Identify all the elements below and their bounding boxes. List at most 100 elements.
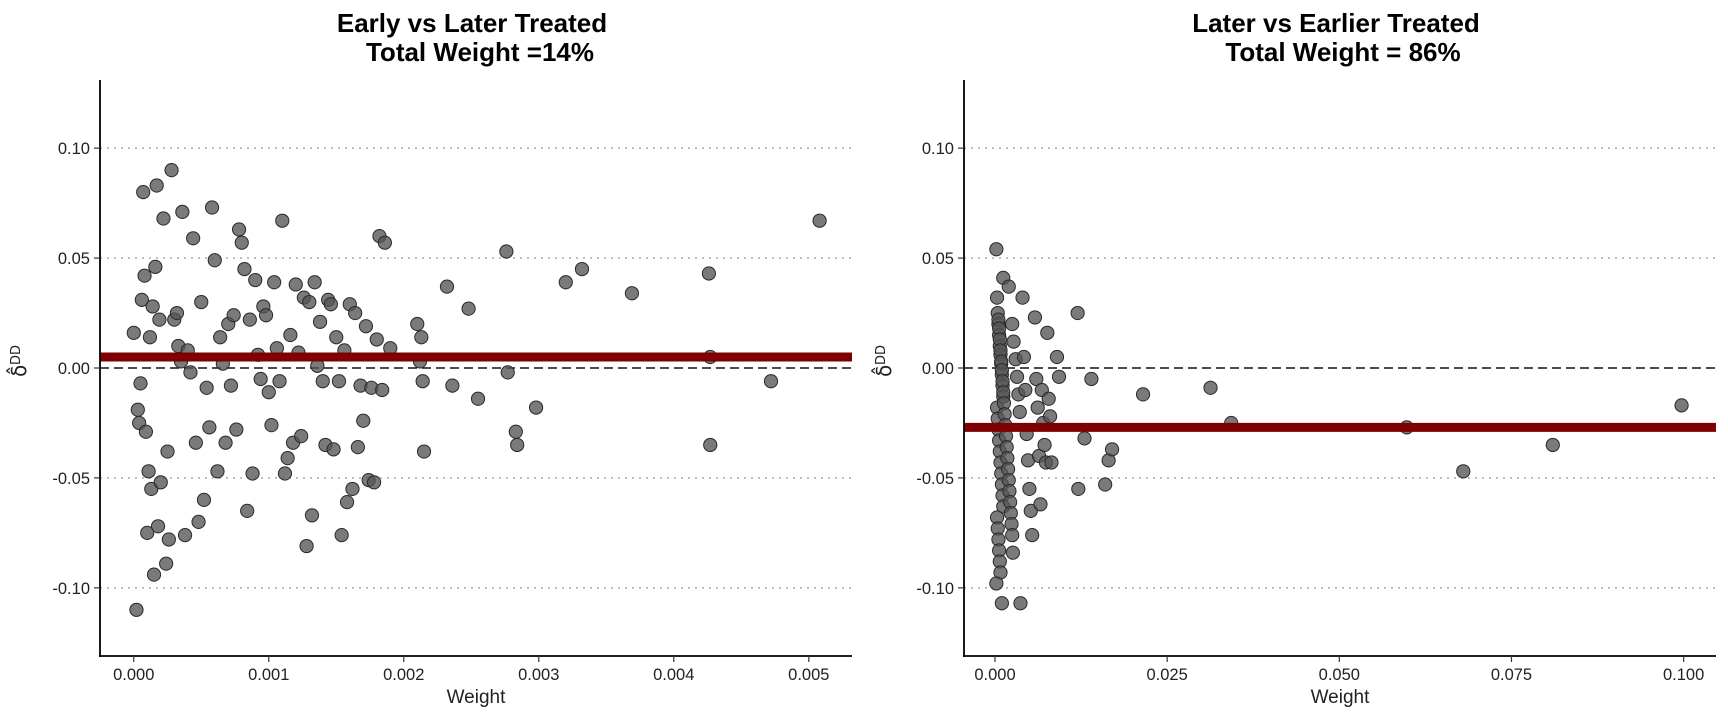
left-data-point [275,213,290,228]
left-data-point [574,261,590,277]
left-points [126,163,827,617]
left-data-point [558,275,573,290]
right-y-tick-label: 0.10 [922,140,954,158]
left-data-point [177,527,193,543]
left-data-point [159,556,174,571]
right-x-tick-label: 0.000 [974,666,1015,684]
right-data-point [1037,437,1052,453]
right-axes [963,80,1716,657]
left-data-point [253,371,268,387]
right-data-point [1104,442,1120,457]
right-data-point [989,290,1005,305]
right-data-point [1077,431,1092,446]
left-panel: Early vs Later Treated Total Weight =14%… [6,8,852,708]
right-y-tick-label: 0.05 [922,250,954,268]
right-data-point [989,242,1004,257]
left-data-point [288,277,303,292]
right-data-point [1018,382,1033,398]
right-data-point [1006,334,1021,349]
left-x-tick-label: 0.004 [653,666,694,684]
right-y-tick-label: 0.00 [922,360,954,378]
left-data-point [499,244,514,259]
right-data-point [1051,369,1067,384]
right-data-point [1070,305,1085,321]
left-data-point [153,475,168,490]
left-data-point [146,567,162,582]
left-data-point [137,268,152,283]
left-title-line1: Early vs Later Treated [337,8,607,38]
left-data-point [229,422,244,437]
left-data-point [140,525,155,540]
left-data-point [334,527,349,543]
right-x-axis-label: Weight [1311,687,1371,708]
right-data-point [994,596,1009,611]
left-data-point [188,435,203,450]
left-data-point [326,442,341,457]
left-data-point [248,272,263,288]
left-x-tick-label: 0.001 [248,666,289,684]
left-x-tick-label: 0.000 [113,666,154,684]
right-x-tick-label: 0.100 [1663,666,1704,684]
left-data-point [129,602,144,617]
left-data-point [164,163,179,178]
left-data-point [242,312,257,327]
left-x-axis-label: Weight [447,687,507,708]
left-data-point [152,312,167,327]
left-data-point [508,424,523,439]
left-x-tick-label: 0.002 [383,666,424,684]
left-data-point [186,231,201,246]
left-data-point [133,376,148,391]
right-data-point [1030,400,1045,415]
left-data-point [138,424,154,439]
left-data-point [331,374,347,389]
left-data-point [356,413,371,428]
right-data-point [1135,387,1151,402]
left-data-point [304,508,320,523]
right-data-point [1071,481,1086,497]
left-data-point [445,378,460,393]
left-data-point [267,275,282,290]
left-data-point [175,204,190,220]
right-data-point [1025,527,1040,543]
left-data-point [345,481,360,497]
left-data-point [231,222,247,237]
right-y-tick-label: -0.10 [916,580,954,598]
right-data-point [1545,437,1560,453]
left-data-point [126,325,141,340]
left-data-point [624,286,640,301]
right-data-point [1041,391,1056,406]
left-data-point [312,314,328,329]
left-data-point [145,299,160,314]
left-data-point [245,466,260,481]
left-data-point [136,185,151,200]
right-data-point [1456,464,1471,479]
left-data-point [196,492,212,508]
left-data-point [258,308,274,323]
right-x-ticks: 0.000 0.025 0.050 0.075 0.100 [974,656,1704,684]
right-data-point [1016,349,1032,365]
left-data-point [150,519,166,534]
left-data-point [207,253,222,268]
left-data-point [156,211,171,226]
left-data-point [377,235,392,250]
left-data-point [277,466,293,481]
left-data-point [234,235,249,250]
right-data-point [1009,369,1025,384]
left-data-point [272,374,287,389]
left-data-point [148,259,163,274]
right-x-tick-label: 0.050 [1319,666,1360,684]
left-data-point [315,374,330,389]
left-data-point [218,435,233,450]
left-data-point [264,418,279,433]
right-title-line2: Total Weight = 86% [1225,37,1460,67]
left-data-point [210,464,225,479]
left-data-point [169,305,185,321]
right-data-point [1027,310,1043,325]
left-data-point [415,374,430,389]
left-data-point [339,495,355,510]
left-data-point [199,380,214,395]
left-data-point [410,316,425,332]
left-data-point [283,327,298,343]
left-data-point [307,275,322,290]
left-data-point [161,532,176,547]
